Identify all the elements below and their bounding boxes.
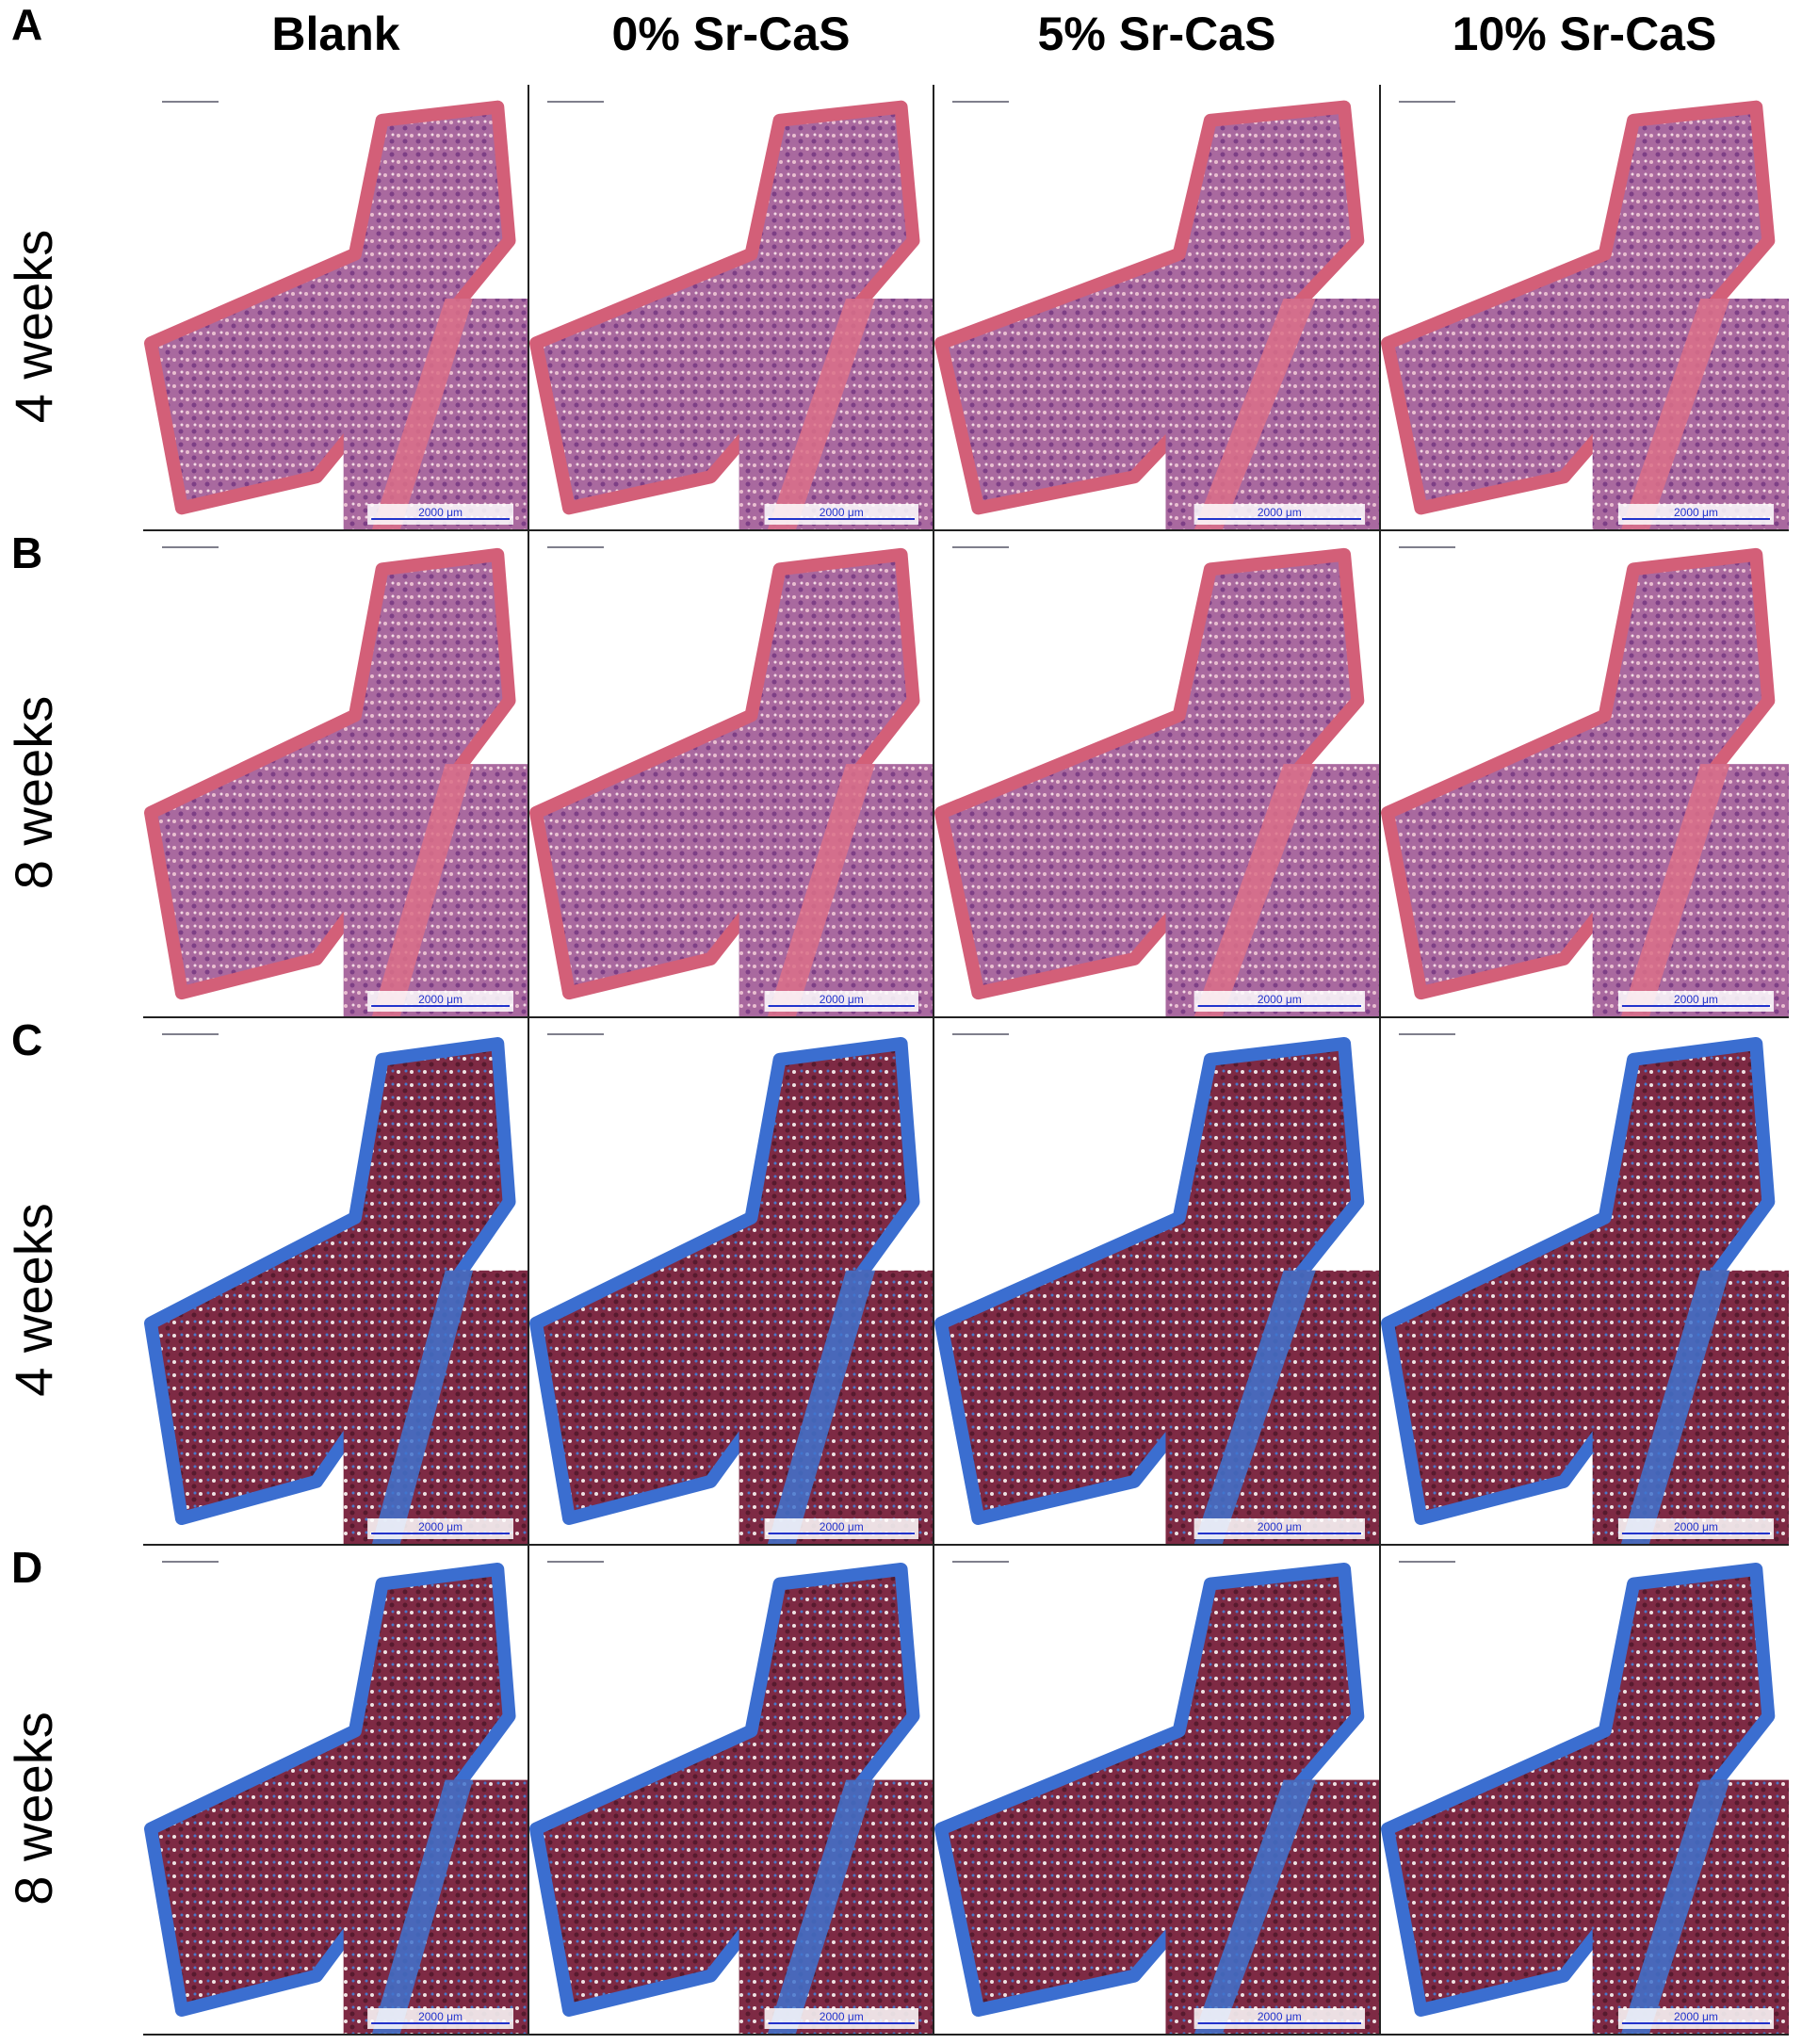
bone-section <box>934 1037 1365 1525</box>
scale-bar-label: 2000 μm <box>1674 2010 1718 2023</box>
inset-cortex <box>767 299 876 530</box>
scale-bar-label: 2000 μm <box>1674 1520 1718 1533</box>
bone-section <box>144 1037 516 1525</box>
inset-cortex <box>1620 1779 1730 2035</box>
row-label: 4 weeks <box>4 1203 63 1396</box>
histology-image: 2000 μm <box>529 100 933 530</box>
scale-bar-label: 2000 μm <box>820 2010 864 2023</box>
inset-cortex <box>371 764 474 1017</box>
inset-cortex <box>767 1779 876 2035</box>
histology-image: 2000 μm <box>144 100 528 530</box>
histology-image: 2000 μm <box>1381 546 1789 1017</box>
scale-bar-label: 2000 μm <box>1674 993 1718 1006</box>
bone-section <box>529 100 920 515</box>
scale-bar-label: 2000 μm <box>418 2010 463 2023</box>
scale-bar-label: 2000 μm <box>1674 506 1718 519</box>
bone-section <box>1381 547 1776 1000</box>
bone-section <box>1381 1563 1776 2017</box>
scale-bar-label: 2000 μm <box>820 506 864 519</box>
scale-bar-label: 2000 μm <box>820 993 864 1006</box>
column-header: 5% Sr-CaS <box>1038 8 1276 60</box>
bone-section <box>144 100 516 515</box>
column-header: 0% Sr-CaS <box>612 8 851 60</box>
inset-cortex <box>767 1270 876 1545</box>
inset-cortex <box>1193 1779 1316 2035</box>
histology-image: 2000 μm <box>934 546 1380 1017</box>
scale-bar-label: 2000 μm <box>418 1520 463 1533</box>
bone-section <box>529 1563 920 2017</box>
inset-cortex <box>1193 764 1316 1017</box>
bone-section <box>529 1037 920 1525</box>
column-header: Blank <box>271 8 399 60</box>
bone-section <box>934 1563 1365 2017</box>
inset-cortex <box>767 764 876 1017</box>
inset-cortex <box>1193 299 1316 530</box>
bone-section <box>934 547 1365 1000</box>
bone-section <box>144 1563 516 2017</box>
inset-cortex <box>1620 764 1730 1017</box>
histology-image: 2000 μm <box>934 1033 1380 1545</box>
histology-image: 2000 μm <box>529 546 933 1017</box>
panel-letter: A <box>11 0 42 49</box>
bone-section <box>1381 100 1776 515</box>
scale-bar-label: 2000 μm <box>1258 506 1302 519</box>
scale-bar-label: 2000 μm <box>1258 2010 1302 2023</box>
row-label: 4 weeks <box>4 230 63 423</box>
histology-image: 2000 μm <box>144 1561 528 2035</box>
inset-cortex <box>1193 1270 1316 1545</box>
row-label: 8 weeks <box>4 696 63 889</box>
histology-image: 2000 μm <box>1381 100 1789 530</box>
inset-cortex <box>371 1779 474 2035</box>
histology-image: 2000 μm <box>529 1561 933 2035</box>
panel-letter: C <box>11 1015 42 1064</box>
histology-image: 2000 μm <box>144 546 528 1017</box>
bone-section <box>1381 1037 1776 1525</box>
row-label: 8 weeks <box>4 1711 63 1905</box>
inset-cortex <box>371 299 474 530</box>
inset-cortex <box>1620 1270 1730 1545</box>
histology-image: 2000 μm <box>144 1033 528 1545</box>
histology-image: 2000 μm <box>1381 1033 1789 1545</box>
panel-letter: D <box>11 1543 42 1592</box>
bone-section <box>934 100 1365 515</box>
histology-image: 2000 μm <box>1381 1561 1789 2035</box>
inset-cortex <box>1620 299 1730 530</box>
scale-bar-label: 2000 μm <box>418 506 463 519</box>
panel-letter: B <box>11 528 42 577</box>
scale-bar-label: 2000 μm <box>1258 1520 1302 1533</box>
scale-bar-label: 2000 μm <box>418 993 463 1006</box>
bone-section <box>144 547 516 1000</box>
histology-image: 2000 μm <box>934 100 1380 530</box>
histology-image: 2000 μm <box>529 1033 933 1545</box>
scale-bar-label: 2000 μm <box>820 1520 864 1533</box>
inset-cortex <box>371 1270 474 1545</box>
bone-section <box>529 547 920 1000</box>
scale-bar-label: 2000 μm <box>1258 993 1302 1006</box>
histology-image: 2000 μm <box>934 1561 1380 2035</box>
column-header: 10% Sr-CaS <box>1453 8 1717 60</box>
